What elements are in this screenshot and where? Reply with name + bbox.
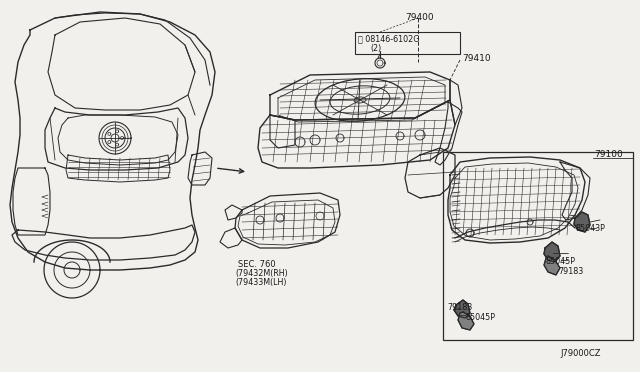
Polygon shape [544,242,560,262]
Text: 85045P: 85045P [545,257,575,266]
Polygon shape [544,256,560,275]
Text: 79100: 79100 [594,150,623,159]
Text: 85043P: 85043P [576,224,606,233]
Text: 79400: 79400 [405,13,434,22]
Text: 85045P: 85045P [465,313,495,322]
Text: 79410: 79410 [462,54,491,63]
Text: (79432M(RH): (79432M(RH) [235,269,288,278]
Polygon shape [574,212,590,232]
Text: (79433M(LH): (79433M(LH) [235,278,287,287]
Text: SEC. 760: SEC. 760 [238,260,276,269]
Text: 79183: 79183 [447,303,472,312]
Bar [355,32,460,54]
Text: (2): (2) [370,44,381,53]
Bar [443,152,633,340]
Text: 79183: 79183 [558,267,583,276]
Text: J79000CZ: J79000CZ [560,349,600,358]
Polygon shape [454,300,470,318]
Polygon shape [458,312,474,330]
Text: Ⓑ 08146-6102G: Ⓑ 08146-6102G [358,34,419,43]
